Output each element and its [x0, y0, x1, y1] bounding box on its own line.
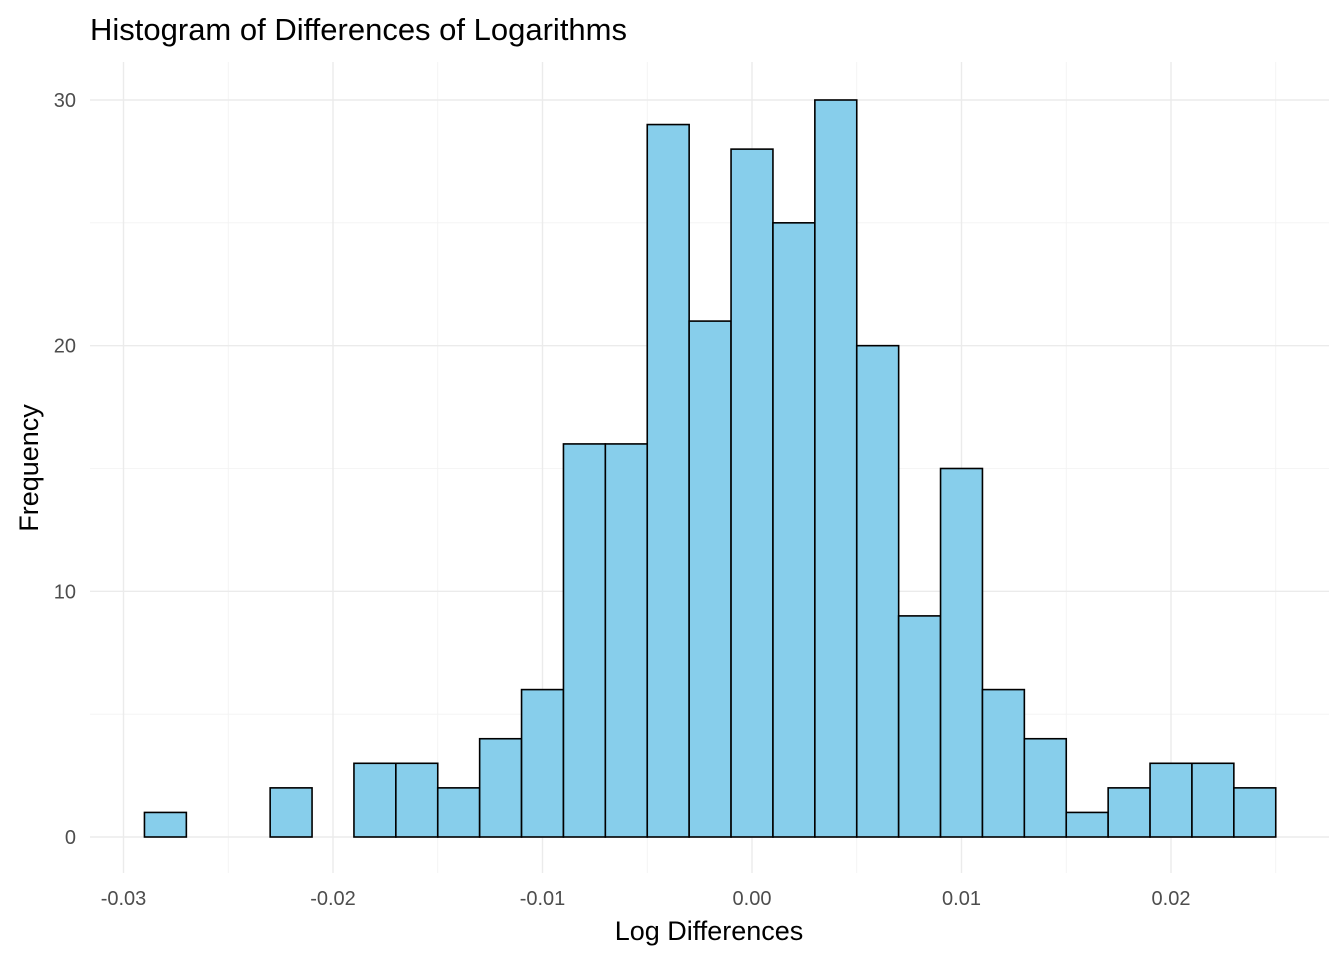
x-tick-label: -0.02 — [310, 888, 356, 910]
histogram-bar — [1233, 787, 1277, 838]
histogram-bar — [478, 737, 523, 838]
y-tick-label: 30 — [54, 90, 76, 112]
bars — [143, 99, 1277, 838]
histogram-bar — [1107, 787, 1151, 838]
histogram-bar — [1065, 811, 1109, 838]
histogram-bar — [1191, 762, 1235, 838]
x-tick-label: 0.01 — [942, 888, 981, 910]
histogram-bar — [395, 762, 439, 838]
histogram-bar — [1149, 762, 1193, 838]
histogram-bar — [772, 222, 816, 838]
histogram-bar — [688, 320, 732, 838]
x-tick-label: 0.00 — [733, 888, 772, 910]
histogram-bar — [646, 123, 690, 838]
x-axis-title: Log Differences — [615, 916, 804, 946]
x-tick-label: -0.01 — [520, 888, 566, 910]
chart-title: Histogram of Differences of Logarithms — [90, 12, 627, 47]
histogram-bar — [143, 811, 188, 838]
x-tick-label: -0.03 — [101, 888, 147, 910]
x-axis-ticks: -0.03 -0.02 -0.01 0.00 0.01 0.02 — [101, 888, 1191, 910]
histogram-bar — [1023, 737, 1068, 838]
y-tick-label: 0 — [65, 827, 76, 849]
histogram-bar — [604, 443, 649, 838]
histogram-bar — [814, 99, 858, 838]
histogram-bar — [981, 688, 1026, 838]
histogram-bar — [520, 688, 565, 838]
histogram-bar — [436, 787, 481, 838]
histogram-bar — [939, 467, 984, 838]
y-tick-label: 20 — [54, 336, 76, 358]
y-axis-ticks: 0 10 20 30 — [54, 90, 76, 849]
histogram-bar — [897, 615, 942, 838]
histogram-bar — [562, 443, 607, 838]
y-tick-label: 10 — [54, 581, 76, 603]
histogram-bar — [855, 344, 900, 838]
histogram-bar — [353, 762, 397, 838]
histogram-bar — [730, 148, 774, 838]
histogram-bar — [269, 787, 313, 838]
y-axis-title: Frequency — [14, 404, 44, 532]
x-tick-label: 0.02 — [1152, 888, 1191, 910]
